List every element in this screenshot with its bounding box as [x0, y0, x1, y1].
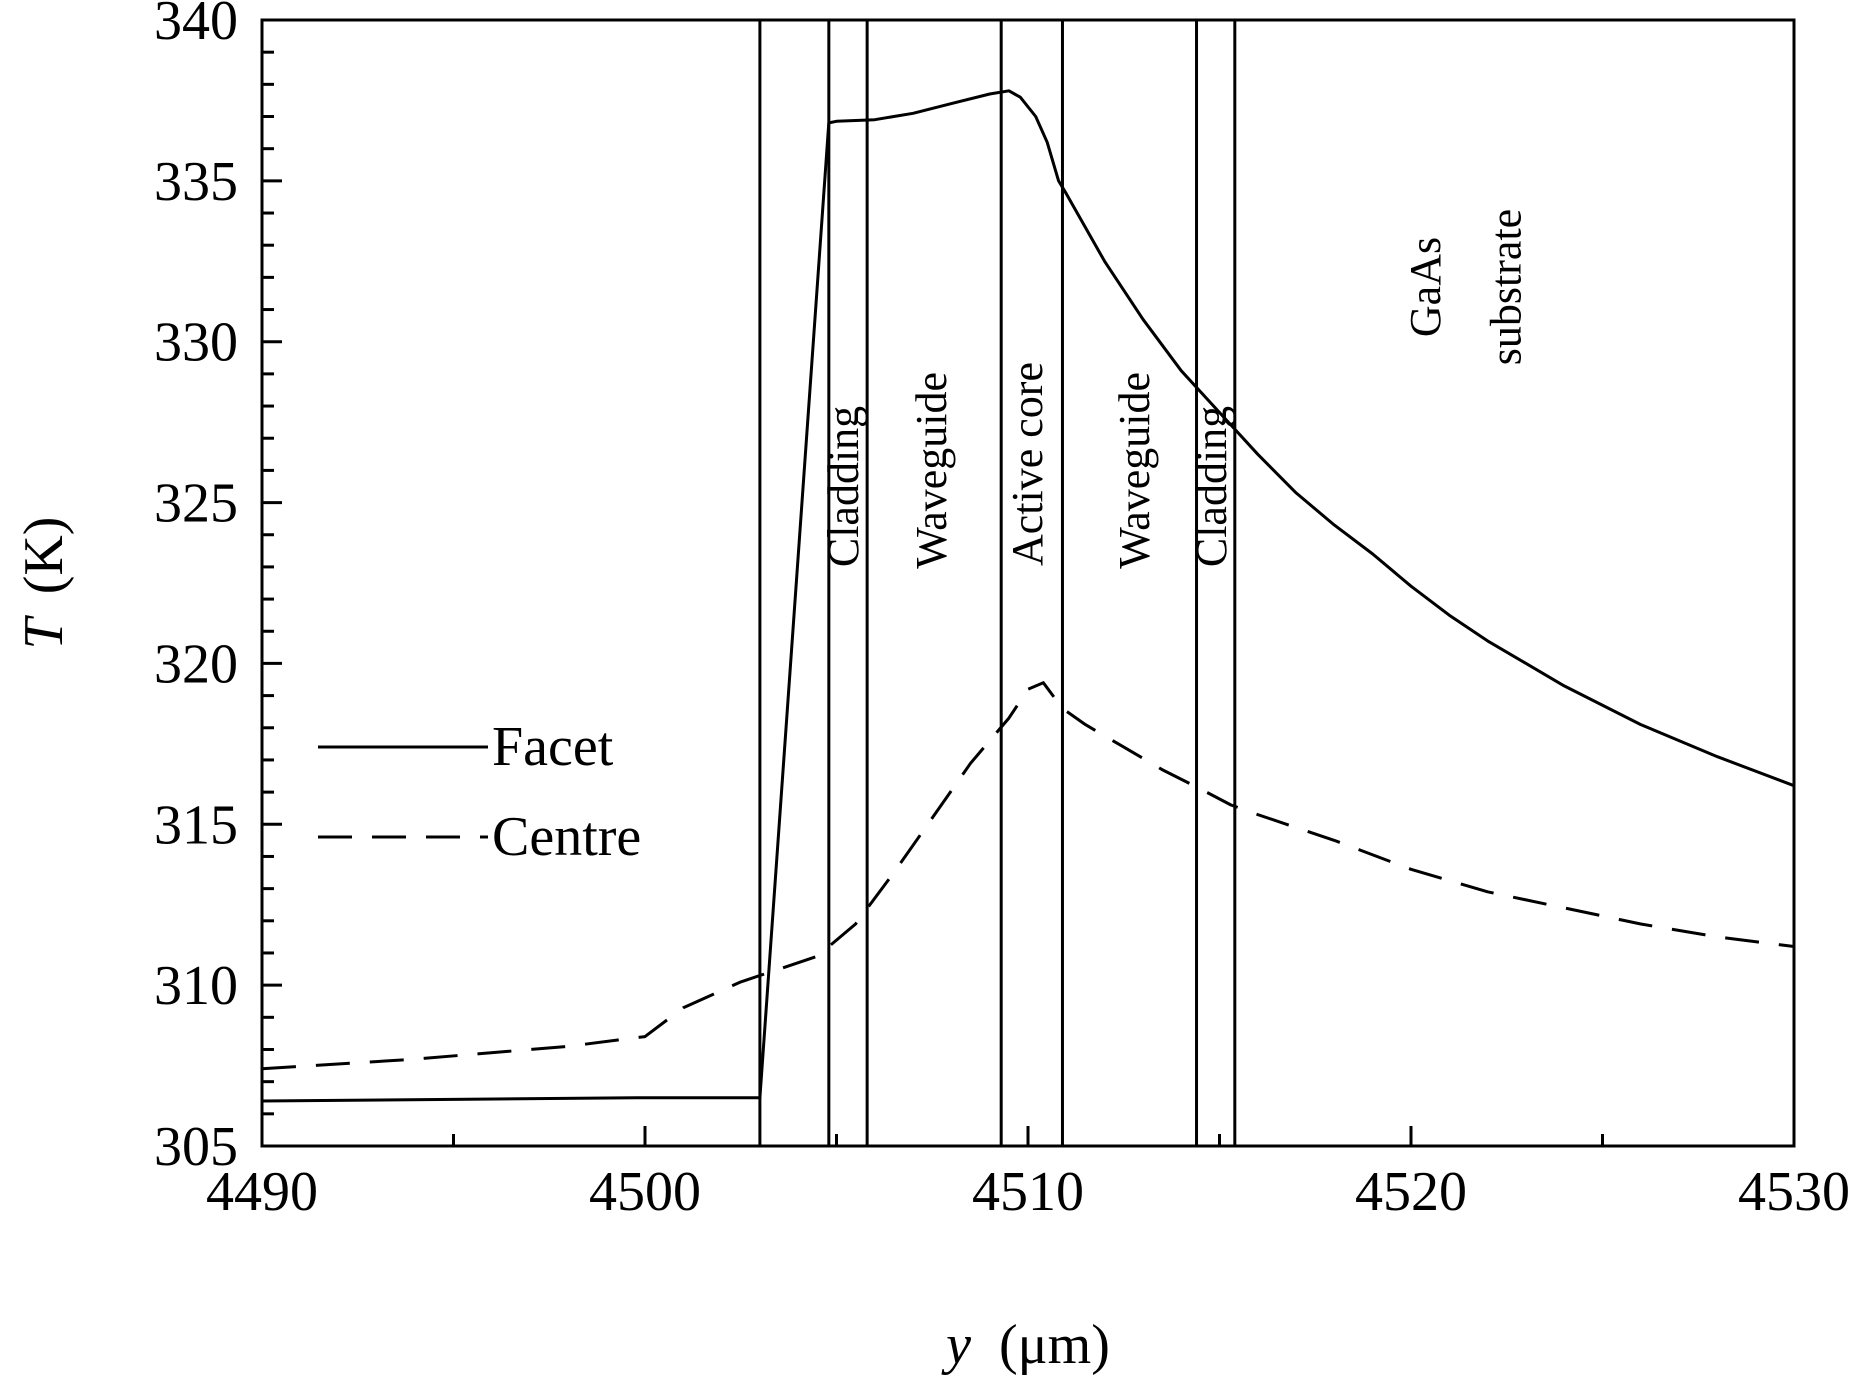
y-tick-label: 310 [154, 955, 238, 1017]
x-axis-title: y (μm) [941, 1314, 1110, 1376]
region-label: Active core [1003, 362, 1052, 566]
x-tick-label: 4530 [1738, 1161, 1850, 1223]
region-label: substrate [1482, 209, 1531, 365]
legend-label-centre: Centre [492, 806, 641, 868]
region-label: Waveguide [907, 372, 956, 569]
region-label: Cladding [1187, 406, 1236, 567]
tick-labels: 4490 4500 4510 4520 4530 305 310 315 320 325 330 33… [154, 0, 1850, 1223]
x-tick-label: 4510 [972, 1161, 1084, 1223]
x-axis-unit: (μm) [999, 1314, 1110, 1376]
legend-item-facet: Facet [318, 716, 614, 778]
y-tick-label: 335 [154, 151, 238, 213]
y-tick-label: 330 [154, 312, 238, 374]
x-tick-label: 4520 [1355, 1161, 1467, 1223]
series-line-facet [261, 89, 1795, 1103]
legend: Facet Centre [318, 716, 641, 868]
y-axis-unit: (K) [13, 517, 75, 595]
y-tick-label: 305 [154, 1116, 238, 1178]
region-boundaries [758, 20, 1237, 1146]
region-label: Waveguide [1110, 372, 1159, 569]
y-tick-label: 315 [154, 794, 238, 856]
series-line-centre [261, 681, 1795, 1071]
y-tick-label: 325 [154, 473, 238, 535]
y-tick-label: 340 [154, 0, 238, 52]
plot-frame [260, 18, 1796, 1148]
region-label: Cladding [819, 406, 868, 567]
y-axis-variable: T [13, 614, 75, 649]
x-axis-variable: y [941, 1314, 971, 1376]
x-tick-label: 4490 [206, 1161, 318, 1223]
legend-label-facet: Facet [492, 716, 614, 778]
axis-ticks [260, 18, 1796, 1148]
legend-item-centre: Centre [318, 806, 641, 868]
y-axis-title: T (K) [13, 517, 75, 650]
region-label: GaAs [1401, 237, 1450, 337]
series-layer [261, 89, 1795, 1103]
x-tick-label: 4500 [589, 1161, 701, 1223]
region-labels: Cladding Waveguide Active core Waveguide Cla… [819, 209, 1531, 569]
y-tick-label: 320 [154, 633, 238, 695]
